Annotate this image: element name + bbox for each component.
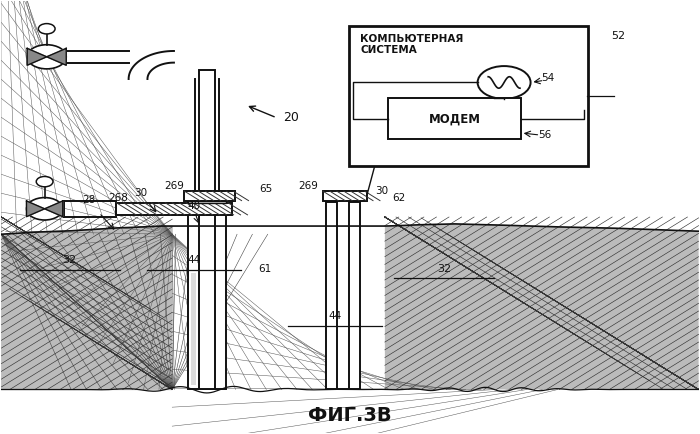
Bar [188, 201, 226, 203]
Text: 269: 269 [164, 181, 184, 191]
Bar [323, 191, 367, 201]
Text: 269: 269 [298, 181, 318, 191]
Polygon shape [27, 201, 45, 217]
Bar [337, 191, 349, 389]
Circle shape [38, 23, 55, 34]
Text: 54: 54 [541, 73, 554, 83]
Polygon shape [1, 226, 172, 389]
Text: 62: 62 [392, 193, 405, 203]
Polygon shape [45, 201, 63, 217]
Text: 44: 44 [328, 311, 342, 321]
Bar [184, 191, 234, 201]
Bar [190, 273, 197, 385]
Text: КОМПЬЮТЕРНАЯ
СИСТЕМА: КОМПЬЮТЕРНАЯ СИСТЕМА [360, 34, 464, 55]
Bar [326, 202, 360, 389]
Text: 44: 44 [187, 255, 200, 265]
Text: 56: 56 [538, 130, 552, 140]
Bar [389, 99, 521, 139]
Text: 32: 32 [63, 255, 77, 265]
Text: 30: 30 [134, 188, 148, 198]
Polygon shape [27, 48, 47, 65]
Text: 268: 268 [108, 193, 129, 203]
Text: ФИГ.3В: ФИГ.3В [308, 406, 392, 425]
Bar [116, 203, 232, 215]
Text: 65: 65 [260, 184, 273, 194]
Circle shape [36, 177, 53, 187]
Text: 32: 32 [437, 264, 452, 274]
Circle shape [27, 45, 66, 69]
Bar [199, 70, 216, 389]
Bar [188, 202, 226, 389]
Polygon shape [385, 224, 699, 389]
Text: 61: 61 [258, 264, 272, 274]
Polygon shape [47, 48, 66, 65]
Circle shape [477, 66, 531, 99]
Text: МОДЕМ: МОДЕМ [428, 112, 481, 125]
Circle shape [27, 197, 63, 220]
Polygon shape [1, 226, 172, 389]
Text: 52: 52 [611, 31, 626, 41]
Text: 20: 20 [283, 111, 299, 124]
FancyBboxPatch shape [349, 26, 589, 166]
Text: 30: 30 [374, 186, 388, 196]
Text: 40: 40 [188, 201, 200, 211]
Text: 28: 28 [82, 195, 95, 205]
